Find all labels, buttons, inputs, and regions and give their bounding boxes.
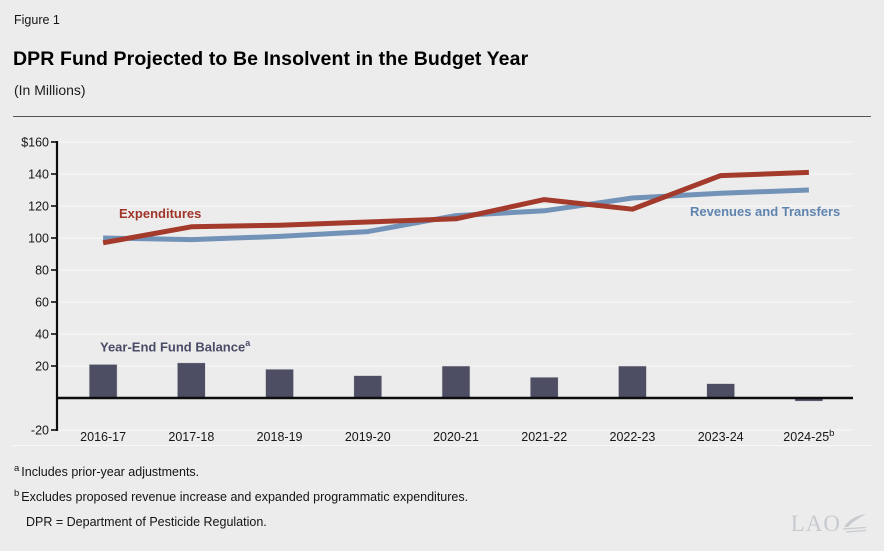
y-axis-label: 120 [28, 200, 49, 214]
chart-subtitle: (In Millions) [14, 82, 86, 98]
bar-2019-20 [353, 375, 383, 399]
bar-2018-19 [265, 368, 294, 399]
x-axis-label: 2016-17 [80, 430, 126, 444]
footnote-b: b Excludes proposed revenue increase and … [14, 488, 469, 505]
chart-bottom-divider [12, 445, 872, 446]
bar-2022-23 [618, 365, 647, 399]
y-axis-label: 80 [35, 264, 49, 278]
x-axis-label: 2022-23 [610, 430, 656, 444]
dpr-definition: DPR = Department of Pesticide Regulation… [26, 515, 267, 529]
lao-logo-text: LAO [790, 511, 841, 536]
header-divider [13, 116, 871, 117]
revenues-series-label: Revenues and Transfers [690, 204, 841, 219]
chart-title: DPR Fund Projected to Be Insolvent in th… [13, 48, 529, 70]
lao-logo: LAO [791, 511, 868, 537]
y-axis-label: 60 [35, 296, 49, 310]
bar-2023-24 [706, 383, 735, 399]
y-axis-label: -20 [31, 424, 49, 438]
bar-2021-22 [529, 376, 559, 399]
x-axis-label: 2018-19 [257, 430, 303, 444]
line-series-revenues-and-transfers [103, 187, 809, 243]
y-axis-label: 140 [28, 168, 49, 182]
bar-2017-18 [177, 362, 206, 399]
x-axis-label: 2020-21 [433, 430, 479, 444]
x-axis-label: 2021-22 [521, 430, 567, 444]
x-axis-label: 2019-20 [345, 430, 391, 444]
fund-balance-series-label: Year-End Fund Balancea [100, 338, 251, 355]
bar-2016-17 [88, 364, 118, 399]
bar-2020-21 [441, 365, 471, 399]
y-axis-label: $160 [21, 136, 49, 150]
figure-number: Figure 1 [14, 13, 60, 27]
footnote-a: a Includes prior-year adjustments. [14, 463, 200, 480]
line-series-expenditures [102, 169, 809, 246]
expenditures-series-label: Expenditures [119, 206, 202, 221]
x-axis-label: 2017-18 [168, 430, 214, 444]
x-axis-label: 2024-25b [783, 428, 834, 444]
quill-icon [842, 514, 867, 533]
y-axis-label: 100 [28, 232, 49, 246]
y-axis-label: 40 [35, 328, 49, 342]
y-axis-label: 20 [35, 360, 49, 374]
x-axis-label: 2023-24 [698, 430, 744, 444]
